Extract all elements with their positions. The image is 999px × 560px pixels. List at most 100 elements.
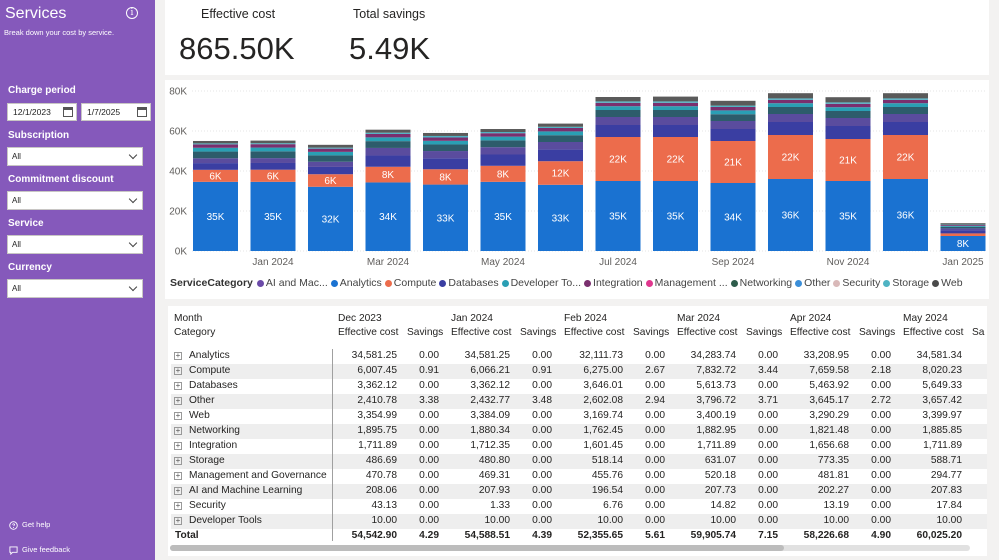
- bar-segment-databases[interactable]: [883, 122, 928, 135]
- get-help-link[interactable]: Get help: [9, 520, 50, 530]
- bar-segment-databases[interactable]: [825, 126, 871, 139]
- bar-segment-analytics[interactable]: [480, 181, 526, 251]
- column-header-month[interactable]: Mar 2024: [677, 313, 721, 324]
- bar-segment-other[interactable]: [193, 158, 238, 164]
- bar-segment-developer-tools[interactable]: [710, 100, 756, 106]
- bar-segment-compute[interactable]: [193, 169, 238, 182]
- bar-segment-other[interactable]: [423, 151, 468, 159]
- bar-segment-developer-tools[interactable]: [940, 223, 986, 225]
- bar-segment-compute[interactable]: [250, 169, 296, 182]
- column-header-savings[interactable]: Savings: [746, 327, 783, 338]
- legend-item[interactable]: AI and Mac...: [256, 277, 328, 289]
- column-header-savings[interactable]: Savings: [633, 327, 670, 338]
- bar-segment-integration[interactable]: [480, 133, 526, 137]
- column-header-effective-cost[interactable]: Effective cost: [790, 327, 851, 338]
- bar-segment-networking[interactable]: [423, 140, 468, 145]
- bar-segment-other[interactable]: [365, 147, 411, 156]
- bar-segment-developer-tools[interactable]: [193, 140, 238, 144]
- expand-icon[interactable]: +: [174, 396, 182, 405]
- column-header-month[interactable]: Apr 2024: [790, 313, 832, 324]
- expand-icon[interactable]: +: [174, 501, 182, 510]
- bar-segment-developer-tools[interactable]: [538, 123, 583, 127]
- calendar-icon[interactable]: [137, 107, 147, 117]
- expand-icon[interactable]: +: [174, 381, 182, 390]
- bar-segment-databases[interactable]: [538, 149, 583, 162]
- calendar-icon[interactable]: [63, 107, 73, 117]
- currency-dropdown[interactable]: All: [7, 279, 143, 298]
- bar-segment-compute[interactable]: [710, 141, 756, 183]
- bar-segment-compute[interactable]: [595, 137, 641, 181]
- table-row[interactable]: + Developer Tools 10.00 0.00 10.00 0.00 10.00 0…: [171, 514, 987, 529]
- bar-segment-developer-tools[interactable]: [480, 129, 526, 133]
- table-row[interactable]: + Security 43.13 0.00 1.33 0.00 6.76 0.00 14.82 0…: [171, 499, 987, 514]
- table-row[interactable]: + Management and Governance 470.78 0.00 469.…: [171, 469, 987, 484]
- bar-segment-web[interactable]: [193, 151, 238, 159]
- bar-segment-storage[interactable]: [538, 126, 583, 128]
- expand-icon[interactable]: +: [174, 366, 182, 375]
- bar-segment-web[interactable]: [940, 226, 986, 229]
- column-header-month[interactable]: Dec 2023: [338, 313, 382, 324]
- expand-icon[interactable]: +: [174, 426, 182, 435]
- bar-segment-other[interactable]: [480, 147, 526, 155]
- column-header-month[interactable]: May 2024: [903, 313, 948, 324]
- bar-segment-analytics[interactable]: [653, 181, 698, 251]
- bar-segment-compute[interactable]: [825, 139, 871, 181]
- bar-segment-analytics[interactable]: [250, 181, 296, 251]
- table-row[interactable]: + Databases 3,362.12 0.00 3,362.12 0.00 3,646.…: [171, 379, 987, 394]
- legend-item[interactable]: Analytics: [330, 277, 382, 289]
- expand-icon[interactable]: +: [174, 471, 182, 480]
- subscription-dropdown[interactable]: All: [7, 147, 143, 166]
- bar-segment-web[interactable]: [250, 151, 296, 159]
- bar-segment-networking[interactable]: [250, 147, 296, 152]
- bar-segment-other[interactable]: [595, 117, 641, 125]
- bar-segment-developer-tools[interactable]: [653, 96, 698, 102]
- start-date-input[interactable]: 12/1/2023: [7, 103, 77, 121]
- bar-segment-networking[interactable]: [595, 106, 641, 110]
- bar-segment-networking[interactable]: [365, 137, 411, 142]
- bar-segment-networking[interactable]: [538, 131, 583, 136]
- column-header-effective-cost[interactable]: Effective cost: [564, 327, 625, 338]
- bar-segment-analytics[interactable]: [538, 184, 583, 251]
- bar-segment-web[interactable]: [595, 110, 641, 117]
- bar-segment-other[interactable]: [768, 114, 813, 122]
- bar-segment-storage[interactable]: [825, 102, 871, 104]
- column-header-effective-cost[interactable]: Effective cost: [677, 327, 738, 338]
- bar-segment-integration[interactable]: [653, 102, 698, 107]
- legend-item[interactable]: Management ...: [645, 277, 728, 289]
- bar-segment-compute[interactable]: [365, 166, 411, 183]
- column-header-savings[interactable]: Sa: [972, 327, 985, 338]
- bar-segment-web[interactable]: [365, 141, 411, 148]
- table-row[interactable]: + Integration 1,711.89 0.00 1,712.35 0.00 1,60…: [171, 439, 987, 454]
- bar-segment-networking[interactable]: [825, 107, 871, 111]
- bar-segment-networking[interactable]: [940, 225, 986, 227]
- bar-segment-integration[interactable]: [193, 144, 238, 148]
- legend-item[interactable]: Databases: [439, 277, 499, 289]
- bar-segment-web[interactable]: [480, 140, 526, 148]
- bar-segment-storage[interactable]: [250, 143, 296, 145]
- horizontal-scrollbar[interactable]: [170, 545, 970, 551]
- bar-segment-networking[interactable]: [480, 136, 526, 141]
- end-date-input[interactable]: 1/7/2025: [81, 103, 151, 121]
- table-row[interactable]: + Networking 1,895.75 0.00 1,880.34 0.00 1,762…: [171, 424, 987, 439]
- bar-segment-databases[interactable]: [595, 125, 641, 137]
- legend-item[interactable]: Storage: [883, 277, 929, 289]
- bar-segment-storage[interactable]: [595, 101, 641, 103]
- bar-segment-storage[interactable]: [423, 135, 468, 138]
- bar-segment-developer-tools[interactable]: [250, 140, 296, 144]
- bar-segment-integration[interactable]: [250, 144, 296, 148]
- column-header-effective-cost[interactable]: Effective cost: [338, 327, 399, 338]
- bar-segment-storage[interactable]: [653, 101, 698, 103]
- bar-segment-integration[interactable]: [538, 128, 583, 132]
- legend-item[interactable]: Compute: [384, 277, 436, 289]
- bar-segment-web[interactable]: [883, 107, 928, 114]
- table-row[interactable]: + Analytics 34,581.25 0.00 34,581.25 0.00 32,1…: [171, 349, 987, 364]
- bar-segment-analytics[interactable]: [883, 179, 928, 251]
- bar-segment-web[interactable]: [825, 111, 871, 118]
- bar-segment-web[interactable]: [538, 135, 583, 142]
- legend-item[interactable]: Other: [795, 277, 830, 289]
- table-row[interactable]: + AI and Machine Learning 208.06 0.00 207.93…: [171, 484, 987, 499]
- bar-segment-developer-tools[interactable]: [768, 93, 813, 99]
- bar-segment-storage[interactable]: [480, 132, 526, 134]
- bar-segment-developer-tools[interactable]: [595, 97, 641, 102]
- column-header-effective-cost[interactable]: Effective cost: [903, 327, 964, 338]
